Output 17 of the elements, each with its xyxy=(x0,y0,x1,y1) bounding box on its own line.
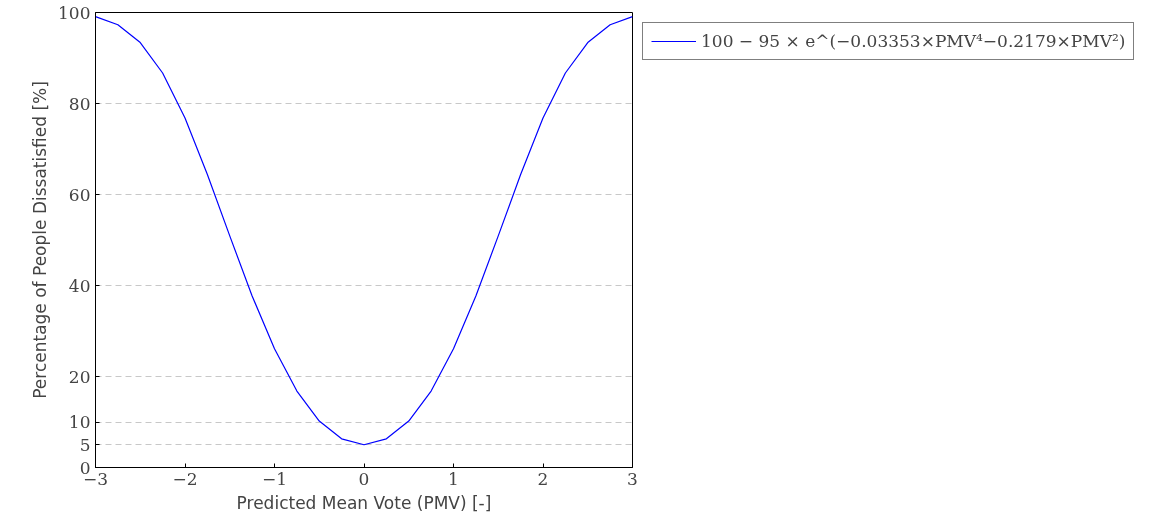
x-tick-label: 1 xyxy=(448,468,459,489)
y-tick-label: 20 xyxy=(68,366,91,387)
line-series xyxy=(95,15,633,446)
x-tick-label: 3 xyxy=(627,468,638,489)
x-tick-label: −1 xyxy=(261,468,288,489)
y-tick-label: 40 xyxy=(68,275,91,296)
x-tick-label: 0 xyxy=(358,468,370,489)
y-tick-label: 10 xyxy=(68,412,91,432)
y-tick-label: 100 xyxy=(58,2,91,23)
x-tick-label: −2 xyxy=(172,468,198,489)
y-axis-title: Percentage of People Dissatisfied [%] xyxy=(30,81,51,399)
x-tick-label: 2 xyxy=(537,468,549,489)
y-tick-label: 5 xyxy=(79,434,91,455)
y-tick-label: 60 xyxy=(68,184,91,205)
legend-label: 100 − 95 × e^(−0.03353×PMV⁴−0.2179×PMV²) xyxy=(701,31,1126,51)
y-tick-label: 80 xyxy=(68,93,91,114)
x-axis-title: Predicted Mean Vote (PMV) [-] xyxy=(236,492,492,513)
